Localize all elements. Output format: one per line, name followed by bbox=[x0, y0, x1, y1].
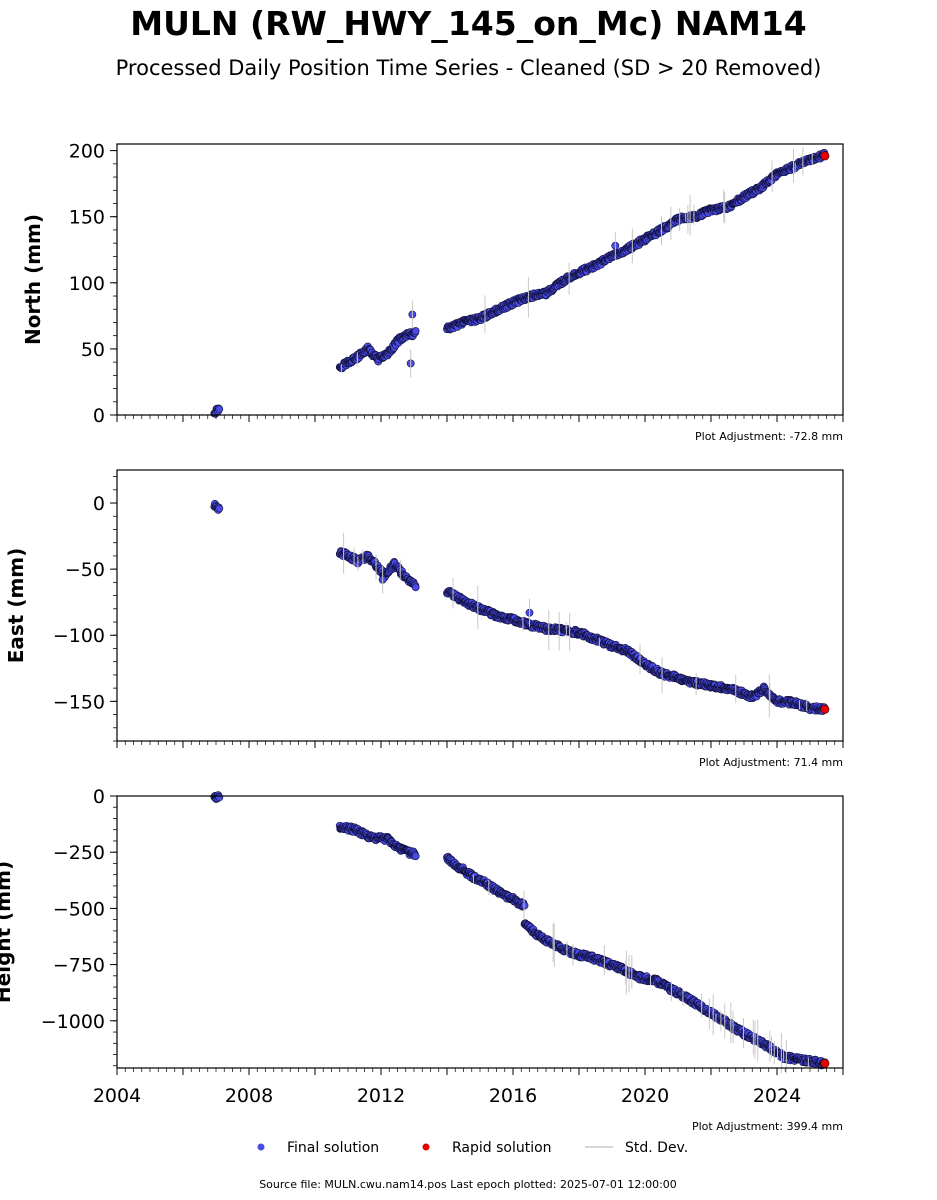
rapid-point bbox=[820, 704, 830, 714]
x-tick-label: 2008 bbox=[225, 1085, 273, 1107]
y-tick-label: 0 bbox=[93, 786, 105, 808]
legend-rapid-marker bbox=[422, 1143, 430, 1151]
x-tick-label: 2024 bbox=[753, 1085, 801, 1107]
x-tick-label: 2020 bbox=[621, 1085, 669, 1107]
final-point bbox=[520, 901, 529, 910]
y-axis-label: North (mm) bbox=[21, 214, 45, 345]
rapid-point bbox=[820, 151, 830, 161]
plot-adjustment-note: Plot Adjustment: -72.8 mm bbox=[695, 430, 843, 443]
x-tick-label: 2012 bbox=[357, 1085, 405, 1107]
plot-frame bbox=[116, 143, 844, 416]
final-points bbox=[210, 499, 829, 715]
legend: Final solution Rapid solution Std. Dev. bbox=[257, 1140, 688, 1156]
source-footer: Source file: MULN.cwu.nam14.pos Last epo… bbox=[259, 1178, 677, 1191]
x-tick-label: 2004 bbox=[93, 1085, 141, 1107]
final-point bbox=[215, 504, 224, 513]
y-tick-label: −250 bbox=[53, 842, 105, 864]
y-tick-label: −150 bbox=[53, 691, 105, 713]
legend-stddev-label: Std. Dev. bbox=[625, 1140, 688, 1156]
final-point bbox=[411, 327, 420, 335]
y-tick-label: −1000 bbox=[41, 1011, 105, 1033]
rapid-point bbox=[820, 1059, 830, 1069]
legend-final-marker bbox=[257, 1143, 265, 1151]
final-points bbox=[210, 791, 829, 1070]
legend-final-label: Final solution bbox=[287, 1140, 379, 1156]
y-tick-label: 150 bbox=[69, 207, 105, 229]
final-point bbox=[411, 852, 420, 861]
y-tick-label: 100 bbox=[69, 273, 105, 295]
y-axis-label: East (mm) bbox=[4, 548, 28, 664]
final-points bbox=[210, 149, 829, 418]
final-point bbox=[215, 793, 224, 802]
panel-height: −1000 −750 −500 −250 0 2004 2008 2012 2016 2020 20… bbox=[0, 786, 844, 1133]
std-dev-bars bbox=[340, 147, 813, 378]
y-tick-label: 0 bbox=[93, 405, 105, 427]
y-tick-label: −100 bbox=[53, 625, 105, 647]
y-tick-label: 0 bbox=[93, 493, 105, 515]
chart-title: MULN (RW_HWY_145_on_Mc) NAM14 bbox=[130, 4, 807, 43]
x-tick-label: 2016 bbox=[489, 1085, 537, 1107]
std-dev-bars bbox=[343, 533, 808, 718]
y-tick-label: −500 bbox=[53, 898, 105, 920]
chart-subtitle: Processed Daily Position Time Series - C… bbox=[115, 56, 822, 80]
legend-rapid-label: Rapid solution bbox=[452, 1140, 552, 1156]
std-dev-bars bbox=[472, 874, 809, 1074]
final-point bbox=[215, 405, 224, 414]
y-tick-label: 50 bbox=[81, 339, 105, 361]
y-tick-label: −50 bbox=[65, 559, 105, 581]
y-axis-label: Height (mm) bbox=[0, 861, 15, 1003]
plot-adjustment-note: Plot Adjustment: 71.4 mm bbox=[699, 756, 843, 769]
y-tick-label: 200 bbox=[69, 141, 105, 163]
final-point bbox=[411, 583, 420, 592]
panel-east: −150 −100 −50 0 East (mm) Plot Adjustment: 71… bbox=[4, 469, 844, 769]
y-tick-label: −750 bbox=[53, 955, 105, 977]
plot-adjustment-note: Plot Adjustment: 399.4 mm bbox=[692, 1120, 843, 1133]
panel-north: 0 50 100 150 200 North (mm) Plot Adjustment: -… bbox=[21, 141, 844, 443]
panels-layer: 0 50 100 150 200 North (mm) Plot Adjustment: -… bbox=[0, 141, 844, 1133]
